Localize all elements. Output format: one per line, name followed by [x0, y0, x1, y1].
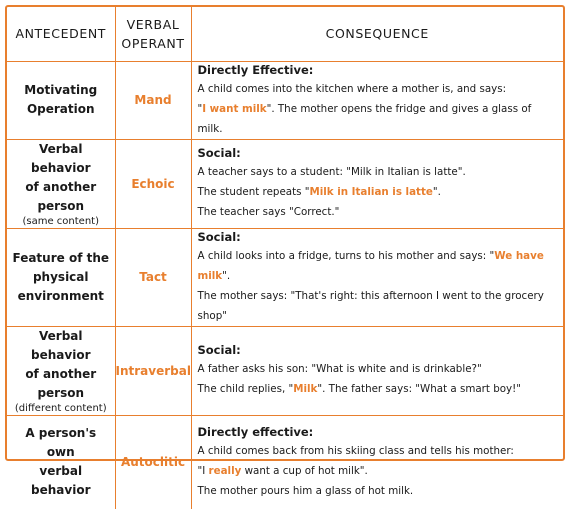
text-segment: want a cup of hot milk".	[241, 464, 368, 477]
consequence-line: "I really want a cup of hot milk".	[198, 461, 558, 481]
antecedent-line: Verbal behavior	[31, 328, 91, 362]
antecedent-cell: Verbal behavior of another person (same con…	[7, 138, 116, 229]
consequence-line: The teacher says "Correct."	[198, 202, 558, 222]
consequence-cell: Social: A child looks into a fridge, turn…	[190, 227, 563, 327]
consequence-line: The mother says: "That's right: this aft…	[198, 286, 558, 326]
text-segment: "I	[197, 464, 209, 477]
text-segment: "	[197, 102, 203, 115]
text-segment: ".	[432, 186, 441, 198]
operant-cell: Tact	[114, 227, 192, 327]
text-segment: The teacher says "Correct."	[197, 206, 340, 218]
highlighted-utterance: Milk	[293, 383, 318, 395]
text-segment: ". The father says: "What a smart boy!"	[317, 383, 522, 395]
antecedent-line: Feature of the	[12, 250, 110, 265]
text-segment: A child comes back from his skiing class…	[197, 444, 514, 457]
header-consequence: CONSEQUENCE	[190, 7, 563, 62]
text-segment: The mother pours him a glass of hot milk…	[197, 484, 414, 497]
consequence-heading: Social:	[197, 229, 241, 244]
antecedent-subtitle: (different content)	[14, 402, 107, 414]
antecedent-line: of another	[25, 179, 97, 194]
highlighted-utterance: Milk in Italian is latte	[309, 186, 433, 198]
consequence-cell: Directly effective: A child comes back fr…	[190, 414, 563, 509]
highlighted-utterance: I want milk	[202, 102, 267, 115]
consequence-line: A child comes back from his skiing class…	[198, 441, 558, 461]
antecedent-line: verbal behavior	[31, 464, 91, 498]
consequence-line: A father asks his son: "What is white an…	[198, 359, 558, 379]
consequence-line: The mother pours him a glass of hot milk…	[198, 481, 558, 501]
table-row: Motivating Operation Mand Directly Effectiv…	[7, 60, 563, 140]
operant-cell: Intraverbal	[114, 325, 192, 416]
antecedent-line: environment	[17, 288, 104, 303]
header-row: ANTECEDENT VERBAL OPERANT CONSEQUENCE	[7, 7, 563, 62]
text-segment: A father asks his son: "What is white an…	[197, 363, 482, 375]
header-operant-line2: OPERANT	[121, 35, 185, 51]
consequence-heading: Social:	[197, 146, 241, 160]
header-operant-line1: VERBAL	[126, 16, 180, 32]
text-segment: The mother says: "That's right: this aft…	[197, 289, 544, 322]
consequence-heading: Directly Effective:	[197, 62, 314, 77]
text-segment: The student repeats "	[197, 186, 310, 198]
text-segment: A child comes into the kitchen where a m…	[197, 82, 507, 95]
antecedent-line: A person's own	[25, 426, 97, 460]
table-row: Verbal behavior of another person (same con…	[7, 138, 563, 229]
consequence-cell: Directly Effective: A child comes into th…	[190, 60, 563, 140]
consequence-heading: Social:	[197, 343, 241, 357]
antecedent-line: Verbal behavior	[31, 141, 91, 175]
consequence-cell: Social: A father asks his son: "What is w…	[190, 325, 563, 416]
antecedent-line: physical	[32, 269, 89, 284]
antecedent-cell: Verbal behavior of another person (differen…	[7, 325, 116, 416]
antecedent-line: Motivating	[24, 83, 98, 97]
text-segment: A teacher says to a student: "Milk in It…	[197, 166, 466, 178]
table-row: Verbal behavior of another person (differen…	[7, 325, 563, 416]
operant-cell: Mand	[114, 60, 192, 140]
antecedent-line: person	[37, 198, 85, 213]
highlighted-utterance: really	[208, 464, 242, 477]
antecedent-cell: A person's own verbal behavior	[7, 414, 116, 509]
antecedent-subtitle: (same content)	[22, 215, 100, 227]
antecedent-line: of another	[25, 366, 97, 381]
header-antecedent: ANTECEDENT	[7, 7, 116, 62]
table-row: Feature of the physical environment Tact Soc…	[7, 227, 563, 327]
consequence-heading: Directly effective:	[197, 424, 314, 439]
antecedent-cell: Feature of the physical environment	[7, 227, 116, 327]
text-segment: A child looks into a fridge, turns to hi…	[197, 249, 495, 262]
text-segment: ". The mother opens the fridge and gives…	[197, 102, 532, 135]
highlighted-utterance: We have milk	[197, 249, 544, 282]
operant-cell: Autoclitic	[114, 414, 192, 509]
consequence-line: "I want milk". The mother opens the frid…	[198, 99, 558, 139]
consequence-line: The child replies, "Milk". The father sa…	[198, 379, 558, 399]
consequence-line: A teacher says to a student: "Milk in It…	[198, 162, 558, 182]
antecedent-line: person	[37, 385, 85, 400]
table-row: A person's own verbal behavior Autoclitic D…	[7, 414, 563, 509]
operant-cell: Echoic	[114, 138, 192, 229]
antecedent-line: Operation	[26, 102, 95, 116]
verbal-operant-table: ANTECEDENT VERBAL OPERANT CONSEQUENCE Mo…	[7, 7, 563, 509]
consequence-line: A child looks into a fridge, turns to hi…	[198, 246, 558, 286]
consequence-line: A child comes into the kitchen where a m…	[198, 79, 558, 99]
text-segment: ".	[222, 269, 231, 282]
antecedent-cell: Motivating Operation	[7, 60, 116, 140]
header-verbal-operant: VERBAL OPERANT	[114, 7, 192, 62]
consequence-line: The student repeats "Milk in Italian is …	[198, 182, 558, 202]
consequence-cell: Social: A teacher says to a student: "Mil…	[190, 138, 563, 229]
text-segment: The child replies, "	[197, 383, 294, 395]
operant-table-frame: ANTECEDENT VERBAL OPERANT CONSEQUENCE Mo…	[5, 5, 565, 509]
